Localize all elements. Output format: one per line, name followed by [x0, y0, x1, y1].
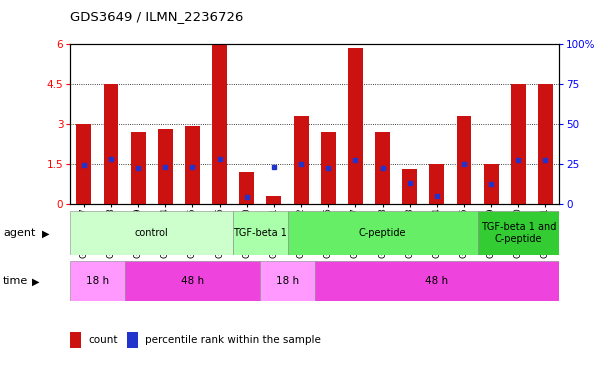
Bar [185, 126, 200, 204]
Bar [158, 129, 173, 204]
Bar [266, 195, 282, 204]
Bar [76, 124, 91, 204]
Text: GDS3649 / ILMN_2236726: GDS3649 / ILMN_2236726 [70, 10, 244, 23]
Bar [103, 84, 119, 204]
Text: ▶: ▶ [32, 276, 39, 286]
Bar [70, 261, 125, 301]
Bar [288, 211, 478, 255]
Text: 18 h: 18 h [86, 276, 109, 286]
Text: C-peptide: C-peptide [359, 228, 406, 238]
Bar [478, 211, 559, 255]
Text: TGF-beta 1 and
C-peptide: TGF-beta 1 and C-peptide [481, 222, 556, 244]
Bar [430, 164, 444, 204]
Bar [125, 261, 260, 301]
Bar [233, 211, 288, 255]
Text: time: time [3, 276, 28, 286]
Bar [538, 84, 553, 204]
Bar [70, 211, 233, 255]
Text: count: count [89, 335, 118, 345]
Text: percentile rank within the sample: percentile rank within the sample [145, 335, 321, 345]
Bar [294, 116, 309, 204]
Bar [484, 164, 499, 204]
Bar [240, 172, 254, 204]
Bar [511, 84, 526, 204]
Text: 18 h: 18 h [276, 276, 299, 286]
Bar [375, 132, 390, 204]
Bar [212, 45, 227, 204]
Text: 48 h: 48 h [181, 276, 204, 286]
Bar [315, 261, 559, 301]
Text: control: control [135, 228, 169, 238]
Text: 48 h: 48 h [425, 276, 448, 286]
Bar [456, 116, 472, 204]
Bar [348, 48, 363, 204]
Bar [260, 261, 315, 301]
Text: agent: agent [3, 228, 35, 238]
Bar [131, 132, 145, 204]
Bar [402, 169, 417, 204]
Text: ▶: ▶ [42, 228, 49, 238]
Text: TGF-beta 1: TGF-beta 1 [233, 228, 287, 238]
Bar [321, 132, 335, 204]
